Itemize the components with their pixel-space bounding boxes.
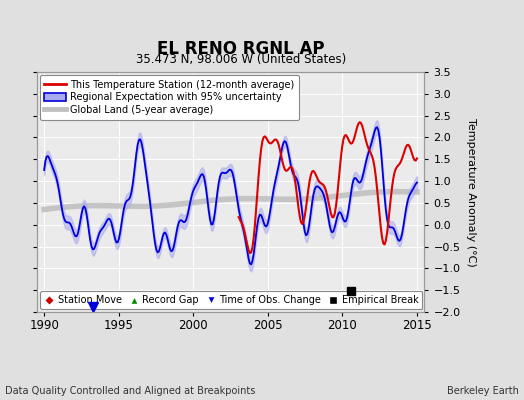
Legend: Station Move, Record Gap, Time of Obs. Change, Empirical Break: Station Move, Record Gap, Time of Obs. C… [40, 291, 422, 309]
Text: Berkeley Earth: Berkeley Earth [447, 386, 519, 396]
Text: 35.473 N, 98.006 W (United States): 35.473 N, 98.006 W (United States) [136, 53, 346, 66]
Text: Data Quality Controlled and Aligned at Breakpoints: Data Quality Controlled and Aligned at B… [5, 386, 256, 396]
Text: EL RENO RGNL AP: EL RENO RGNL AP [157, 40, 325, 58]
Y-axis label: Temperature Anomaly (°C): Temperature Anomaly (°C) [466, 118, 476, 266]
